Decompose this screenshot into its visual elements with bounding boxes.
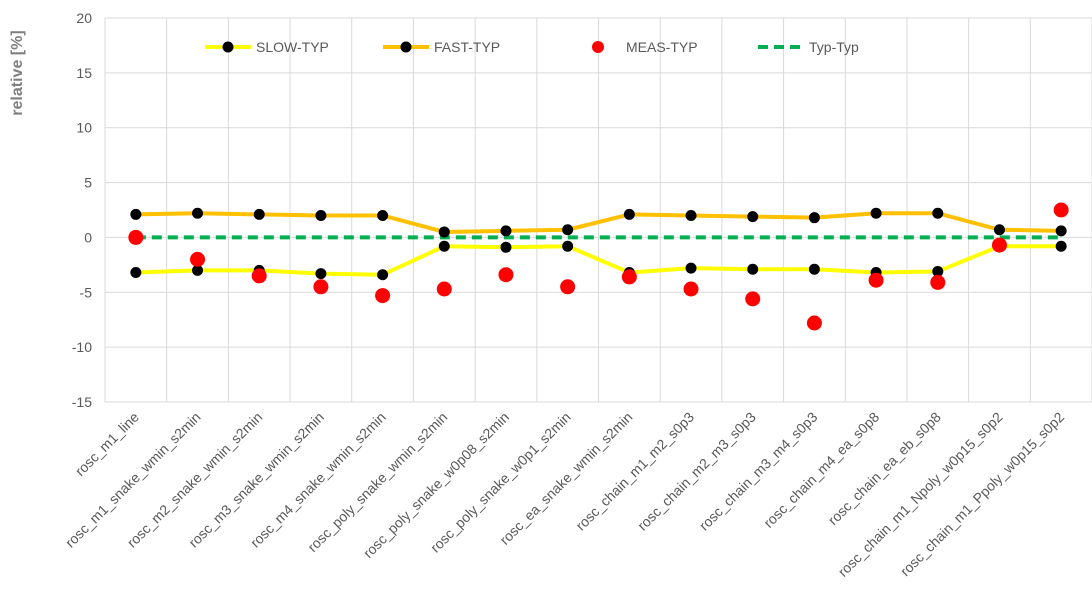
x-tick-label: rosc_chain_ea_eb_s0p8 (825, 409, 944, 528)
point-meas-typ (128, 229, 144, 245)
point-fast-typ (932, 207, 944, 219)
y-tick-label: 15 (76, 65, 92, 81)
legend-label-meas-typ: MEAS-TYP (626, 39, 698, 55)
legend-label-typ-typ: Typ-Typ (809, 39, 859, 55)
point-fast-typ (1055, 225, 1067, 237)
point-slow-typ (192, 264, 204, 276)
point-slow-typ (1055, 240, 1067, 252)
point-slow-typ (808, 263, 820, 275)
point-slow-typ (315, 268, 327, 280)
x-tick-label: rosc_chain_m1_m2_s0p3 (572, 409, 697, 534)
point-meas-typ (868, 272, 884, 288)
point-fast-typ (808, 212, 820, 224)
point-fast-typ (500, 225, 512, 237)
x-tick-label: rosc_chain_m2_m3_s0p3 (634, 409, 759, 534)
point-fast-typ (377, 209, 389, 221)
legend-marker-slow-typ (222, 41, 234, 53)
point-meas-typ (560, 279, 576, 295)
point-slow-typ (562, 240, 574, 252)
point-meas-typ (991, 237, 1007, 253)
point-meas-typ (251, 268, 267, 284)
point-fast-typ (315, 209, 327, 221)
point-meas-typ (1053, 202, 1069, 218)
legend-label-fast-typ: FAST-TYP (434, 39, 500, 55)
point-fast-typ (438, 226, 450, 238)
point-slow-typ (747, 263, 759, 275)
point-fast-typ (562, 224, 574, 236)
y-tick-label: 5 (84, 175, 92, 191)
y-tick-label: -10 (72, 339, 92, 355)
legend: SLOW-TYP FAST-TYP MEAS-TYP Typ-Typ (205, 39, 859, 55)
point-meas-typ (498, 267, 514, 283)
legend-label-slow-typ: SLOW-TYP (256, 39, 329, 55)
point-fast-typ (685, 209, 697, 221)
point-meas-typ (930, 274, 946, 290)
series-layer (128, 202, 1069, 331)
point-meas-typ (621, 269, 637, 285)
y-tick-label: 0 (84, 229, 92, 245)
point-fast-typ (993, 224, 1005, 236)
point-fast-typ (130, 208, 142, 220)
point-meas-typ (375, 288, 391, 304)
x-tick-label: rosc_chain_m4_ea_s0p8 (760, 409, 882, 531)
point-slow-typ (685, 262, 697, 274)
y-tick-label: 10 (76, 120, 92, 136)
point-fast-typ (253, 208, 265, 220)
point-fast-typ (623, 208, 635, 220)
series-line-slow-typ (135, 244, 1062, 277)
point-slow-typ (932, 265, 944, 277)
x-axis-tick-labels: rosc_m1_linerosc_m1_snake_wmin_s2minrosc… (62, 409, 1067, 580)
y-tick-label: -5 (80, 284, 93, 300)
legend-marker-meas-typ (592, 41, 604, 53)
x-tick-label: rosc_ea_snake_wmin_s2min (496, 409, 635, 548)
point-slow-typ (500, 241, 512, 253)
point-slow-typ (377, 269, 389, 281)
y-axis-tick-labels: -15 -10 -5 0 5 10 15 20 (72, 10, 92, 410)
series-line-fast-typ (135, 211, 1062, 234)
point-meas-typ (806, 315, 822, 331)
y-axis-label: relative [%] (9, 30, 26, 115)
point-fast-typ (870, 207, 882, 219)
y-tick-label: -15 (72, 394, 92, 410)
legend-marker-fast-typ (400, 41, 412, 53)
point-meas-typ (313, 279, 329, 295)
point-meas-typ (745, 291, 761, 307)
point-fast-typ (192, 207, 204, 219)
gridlines (104, 17, 1092, 403)
y-tick-label: 20 (76, 10, 92, 26)
point-meas-typ (683, 281, 699, 297)
point-slow-typ (130, 267, 142, 279)
point-meas-typ (436, 281, 452, 297)
point-slow-typ (438, 240, 450, 252)
x-tick-label: rosc_chain_m3_m4_s0p3 (696, 409, 821, 534)
point-fast-typ (747, 211, 759, 223)
point-meas-typ (190, 251, 206, 267)
